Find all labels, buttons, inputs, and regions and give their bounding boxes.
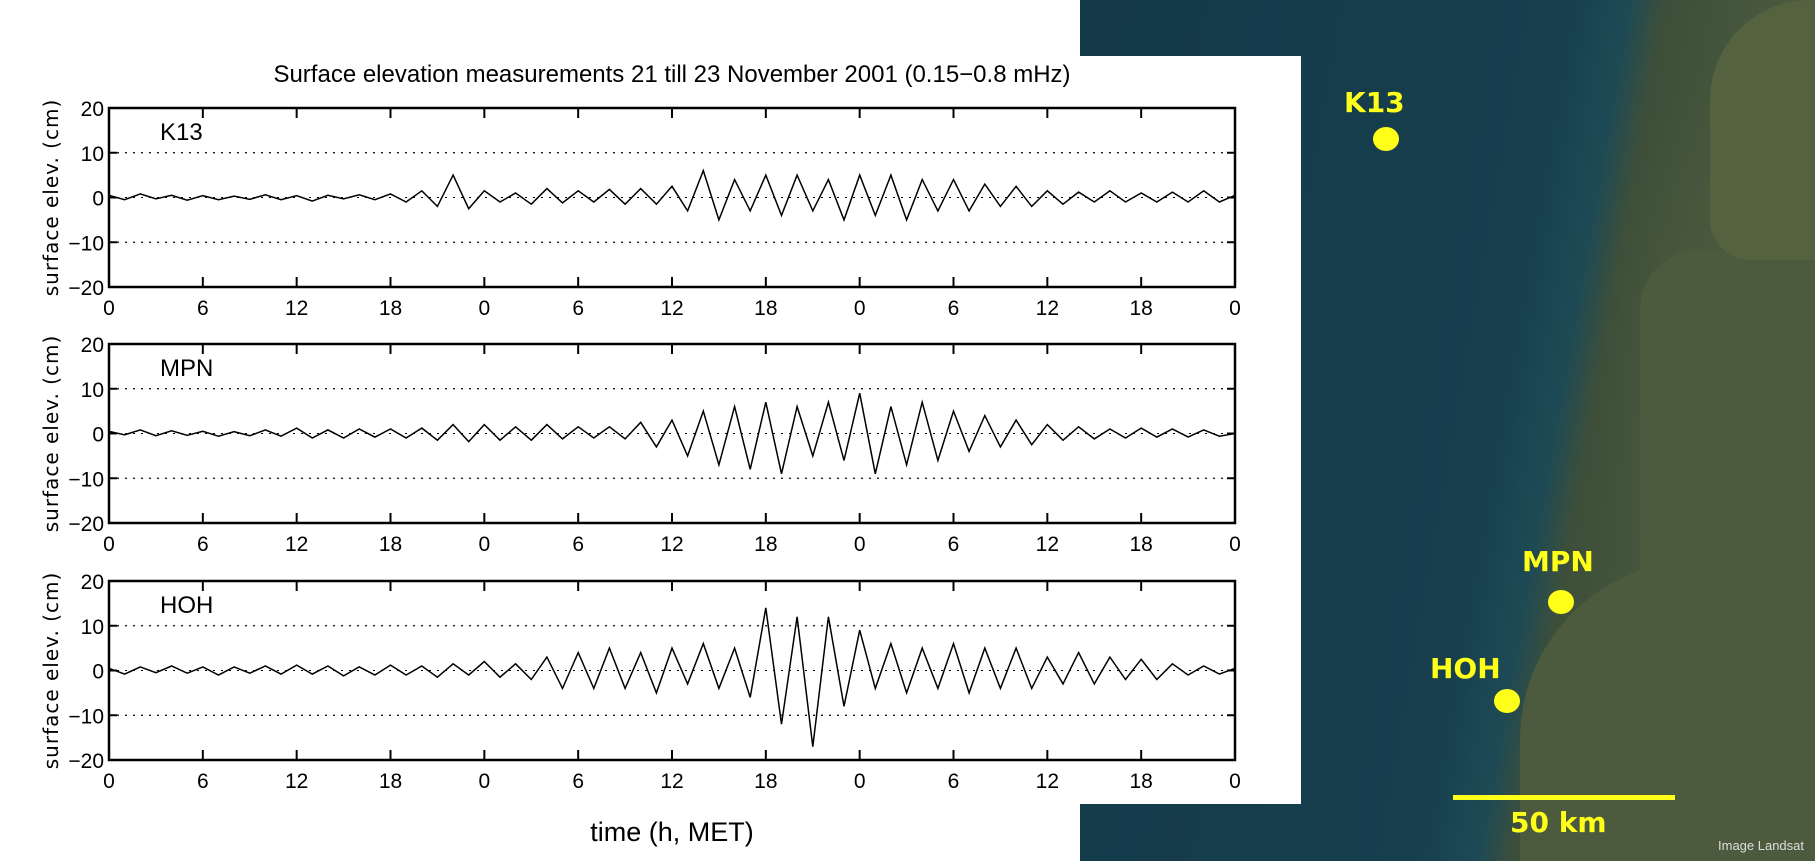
northern-land bbox=[1710, 0, 1815, 260]
x-tick-label: 6 bbox=[948, 297, 960, 320]
series-line-k13 bbox=[108, 168, 1236, 223]
y-tick-label: 20 bbox=[81, 98, 104, 121]
x-tick-label: 6 bbox=[197, 770, 209, 793]
y-tick-label: 20 bbox=[81, 571, 104, 594]
y-tick-label: 0 bbox=[92, 188, 104, 211]
x-tick-label: 0 bbox=[478, 770, 490, 793]
series-label-hoh: HOH bbox=[160, 592, 213, 619]
x-tick-label: 18 bbox=[754, 297, 777, 320]
series-line-mpn bbox=[108, 393, 1236, 474]
chart-svg: Surface elevation measurements 21 till 2… bbox=[39, 61, 1241, 847]
x-tick-label: 18 bbox=[1129, 533, 1152, 556]
plot-frame-mpn bbox=[107, 342, 1237, 525]
x-tick-label: 6 bbox=[948, 533, 960, 556]
x-tick-label: 0 bbox=[1229, 770, 1241, 793]
x-tick-label: 6 bbox=[572, 297, 584, 320]
y-tick-label: −10 bbox=[68, 468, 104, 491]
x-tick-label: 0 bbox=[103, 297, 115, 320]
x-tick-label: 0 bbox=[854, 297, 866, 320]
x-tick-label: 6 bbox=[572, 770, 584, 793]
x-tick-label: 12 bbox=[1036, 533, 1059, 556]
y-axis-label: surface elev. (cm) bbox=[39, 335, 63, 533]
x-tick-label: 12 bbox=[660, 770, 683, 793]
chart-panel: Surface elevation measurements 21 till 2… bbox=[0, 56, 1301, 847]
x-tick-label: 12 bbox=[285, 297, 308, 320]
x-tick-label: 0 bbox=[1229, 533, 1241, 556]
y-tick-label: 10 bbox=[81, 379, 104, 402]
x-tick-label: 12 bbox=[1036, 770, 1059, 793]
x-tick-label: 18 bbox=[379, 533, 402, 556]
x-tick-label: 0 bbox=[478, 297, 490, 320]
y-tick-label: 20 bbox=[81, 334, 104, 357]
x-tick-label: 18 bbox=[754, 533, 777, 556]
series-label-mpn: MPN bbox=[160, 355, 213, 382]
x-tick-label: 12 bbox=[285, 770, 308, 793]
x-tick-label: 0 bbox=[103, 770, 115, 793]
x-tick-label: 6 bbox=[197, 533, 209, 556]
chart-title: Surface elevation measurements 21 till 2… bbox=[273, 61, 1070, 88]
x-tick-label: 6 bbox=[948, 770, 960, 793]
y-axis-label: surface elev. (cm) bbox=[39, 99, 63, 297]
station-label-mpn: MPN bbox=[1522, 545, 1594, 578]
series-label-k13: K13 bbox=[160, 119, 203, 146]
x-tick-label: 0 bbox=[854, 533, 866, 556]
plot-frame-hoh bbox=[107, 579, 1237, 762]
x-tick-label: 12 bbox=[660, 533, 683, 556]
y-tick-label: 10 bbox=[81, 616, 104, 639]
x-tick-label: 6 bbox=[572, 533, 584, 556]
x-tick-label: 0 bbox=[103, 533, 115, 556]
y-tick-label: 10 bbox=[81, 143, 104, 166]
scale-bar bbox=[1453, 795, 1675, 800]
station-marker-k13 bbox=[1373, 127, 1399, 151]
x-tick-label: 0 bbox=[854, 770, 866, 793]
y-tick-label: −20 bbox=[68, 277, 104, 300]
y-tick-label: 0 bbox=[92, 661, 104, 684]
x-tick-label: 0 bbox=[478, 533, 490, 556]
plot-frame-k13 bbox=[107, 106, 1237, 289]
x-tick-label: 12 bbox=[285, 533, 308, 556]
y-tick-label: −10 bbox=[68, 232, 104, 255]
y-axis-label: surface elev. (cm) bbox=[39, 572, 63, 770]
x-tick-label: 6 bbox=[197, 297, 209, 320]
y-tick-label: −10 bbox=[68, 705, 104, 728]
scale-label: 50 km bbox=[1510, 806, 1607, 839]
station-marker-mpn bbox=[1548, 590, 1574, 614]
y-tick-label: −20 bbox=[68, 750, 104, 773]
y-tick-label: 0 bbox=[92, 424, 104, 447]
x-tick-label: 18 bbox=[379, 297, 402, 320]
station-marker-hoh bbox=[1494, 689, 1520, 713]
x-axis-label: time (h, MET) bbox=[590, 817, 754, 847]
series-line-hoh bbox=[108, 607, 1236, 747]
x-tick-label: 0 bbox=[1229, 297, 1241, 320]
x-tick-label: 18 bbox=[1129, 770, 1152, 793]
x-tick-label: 12 bbox=[660, 297, 683, 320]
x-tick-label: 18 bbox=[1129, 297, 1152, 320]
x-tick-label: 18 bbox=[379, 770, 402, 793]
x-tick-label: 18 bbox=[754, 770, 777, 793]
x-tick-label: 12 bbox=[1036, 297, 1059, 320]
y-tick-label: −20 bbox=[68, 513, 104, 536]
image-credit: Image Landsat bbox=[1718, 838, 1805, 853]
station-label-k13: K13 bbox=[1344, 86, 1405, 119]
station-label-hoh: HOH bbox=[1430, 652, 1501, 685]
